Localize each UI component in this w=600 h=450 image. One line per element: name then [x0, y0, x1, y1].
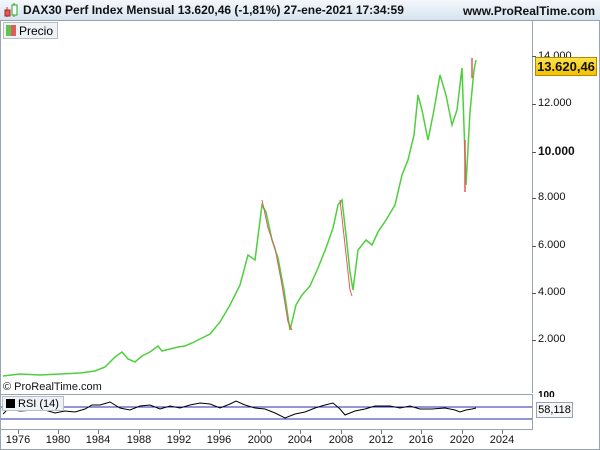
- x-label: 2016: [408, 434, 434, 446]
- tick-2000: [532, 340, 536, 341]
- tick-12000: [532, 104, 536, 105]
- x-tick: [139, 430, 140, 434]
- tick-label-12000: 12.000: [538, 97, 572, 109]
- x-tick: [381, 430, 382, 434]
- tick-label-2000: 2.000: [538, 333, 566, 345]
- tick-label-14000: 14.000: [538, 50, 572, 57]
- tick-8000: [532, 198, 536, 199]
- x-tick: [341, 430, 342, 434]
- x-tick: [98, 430, 99, 434]
- tick-4000: [532, 293, 536, 294]
- last-price-badge: 13.620,46: [535, 57, 597, 76]
- price-swatch-icon: [6, 25, 16, 36]
- x-label: 1984: [85, 434, 111, 446]
- price-legend-label: Precio: [19, 23, 54, 38]
- price-axis: [532, 21, 533, 393]
- x-tick: [421, 430, 422, 434]
- chart-header: DAX30 Perf Index Mensual 13.620,46 (-1,8…: [0, 0, 600, 21]
- chart-title: DAX30 Perf Index Mensual 13.620,46 (-1,8…: [23, 3, 404, 17]
- tick-label-10000: 10.000: [538, 144, 575, 158]
- rsi-swatch-icon: [6, 399, 15, 408]
- x-tick: [58, 430, 59, 434]
- x-tick: [462, 430, 463, 434]
- rsi-panel[interactable]: [0, 394, 533, 430]
- x-tick: [219, 430, 220, 434]
- candlestick-icon: [3, 2, 19, 18]
- tick-14000: [532, 56, 536, 57]
- site-link[interactable]: www.ProRealTime.com: [462, 4, 595, 18]
- tick-label-6000: 6.000: [538, 239, 566, 251]
- x-label: 2020: [449, 434, 475, 446]
- x-label: 1996: [206, 434, 232, 446]
- x-label: 2008: [328, 434, 354, 446]
- tick-label-8000: 8.000: [538, 191, 566, 203]
- x-tick: [260, 430, 261, 434]
- rsi-value-badge: 58,118: [536, 402, 573, 418]
- x-label: 1976: [5, 434, 31, 446]
- tick-label-4000: 4.000: [538, 286, 566, 298]
- x-tick: [300, 430, 301, 434]
- x-label: 2000: [247, 434, 273, 446]
- x-tick: [18, 430, 19, 434]
- rsi-legend[interactable]: RSI (14): [2, 396, 64, 411]
- rsi-upper-label: 100: [538, 391, 555, 397]
- tick-10000: [532, 152, 536, 153]
- x-label: 2024: [489, 434, 515, 446]
- x-tick: [179, 430, 180, 434]
- x-label: 2004: [287, 434, 313, 446]
- x-label: 1980: [45, 434, 71, 446]
- tick-6000: [532, 246, 536, 247]
- price-legend[interactable]: Precio: [3, 22, 59, 39]
- x-tick: [502, 430, 503, 434]
- rsi-legend-label: RSI (14): [18, 397, 59, 410]
- copyright-label: © ProRealTime.com: [3, 381, 102, 393]
- x-label: 1988: [126, 434, 152, 446]
- x-label: 1992: [166, 434, 192, 446]
- x-label: 2012: [368, 434, 394, 446]
